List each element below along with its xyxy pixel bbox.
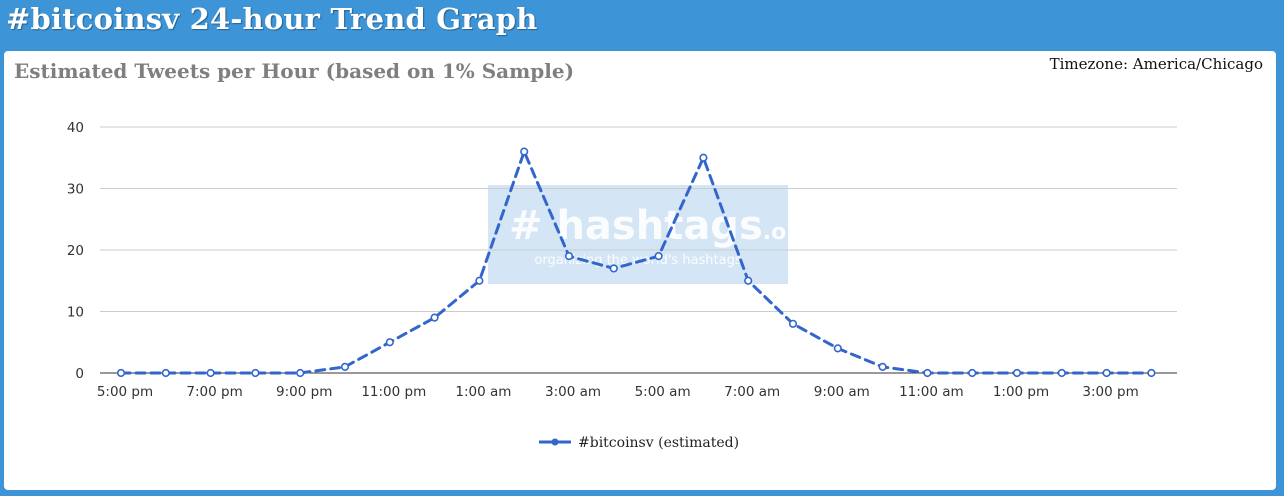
- data-point: [923, 368, 932, 378]
- data-point: [788, 319, 798, 328]
- data-point: [520, 147, 529, 156]
- data-point: [475, 276, 484, 285]
- chart-panel: # hashtags.org organizing the world's has…: [4, 51, 1276, 490]
- data-point: [878, 362, 887, 371]
- x-tick-label: 1:00 am: [455, 384, 511, 400]
- data-point: [206, 368, 215, 378]
- legend-marker: [551, 438, 559, 446]
- series-line: [119, 150, 1153, 375]
- x-tick-label: 3:00 pm: [1082, 384, 1138, 400]
- x-tick-label: 7:00 am: [724, 384, 780, 400]
- data-point: [161, 368, 170, 378]
- x-tick-label: 11:00 pm: [361, 384, 426, 400]
- data-point: [1147, 368, 1156, 378]
- data-point: [430, 313, 439, 322]
- data-point: [385, 338, 394, 347]
- data-point: [833, 344, 842, 353]
- data-point: [1102, 368, 1111, 378]
- data-point: [340, 362, 350, 371]
- legend-label: #bitcoinsv (estimated): [578, 435, 739, 451]
- x-tick-label: 3:00 am: [545, 384, 601, 400]
- data-point: [699, 153, 708, 162]
- data-point: [654, 252, 663, 261]
- data-point: [116, 368, 126, 378]
- x-tick-label: 11:00 am: [899, 384, 964, 400]
- data-point: [1012, 368, 1022, 378]
- data-point: [968, 368, 977, 378]
- x-tick-label: 7:00 pm: [186, 384, 242, 400]
- x-tick-label: 9:00 pm: [276, 384, 332, 400]
- x-tick-label: 1:00 pm: [993, 384, 1049, 400]
- x-tick-label: 5:00 am: [635, 384, 691, 400]
- data-point: [609, 264, 618, 273]
- page-title: #bitcoinsv 24-hour Trend Graph: [6, 2, 538, 36]
- x-tick-label: 5:00 pm: [97, 384, 153, 400]
- data-point: [1057, 368, 1066, 378]
- y-tick-label: 40: [67, 120, 84, 136]
- data-point: [251, 368, 260, 378]
- chart-title: Estimated Tweets per Hour (based on 1% S…: [14, 59, 575, 83]
- x-tick-label: 9:00 am: [814, 384, 870, 400]
- data-point: [744, 276, 753, 285]
- timezone-label: Timezone: America/Chicago: [1049, 55, 1263, 73]
- y-tick-label: 0: [75, 366, 84, 382]
- y-tick-label: 10: [67, 305, 84, 321]
- data-point: [296, 368, 305, 378]
- y-tick-label: 20: [67, 243, 84, 259]
- watermark-box: [488, 185, 788, 284]
- watermark-brand: # hashtags.org: [509, 203, 813, 249]
- data-point: [564, 252, 574, 261]
- y-tick-label: 30: [67, 182, 84, 198]
- watermark-brand-suffix: .org: [763, 220, 813, 245]
